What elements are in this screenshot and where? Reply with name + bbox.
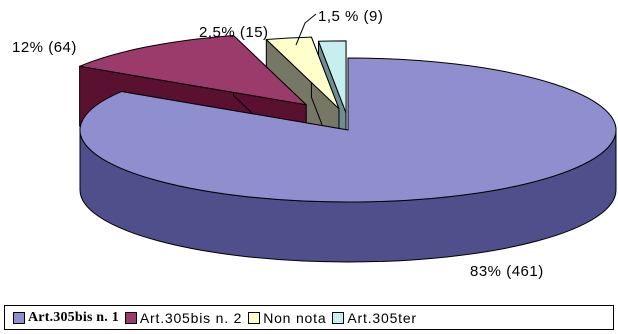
legend-swatch-art305ter bbox=[332, 311, 345, 324]
data-label-non-nota: 2,5% (15) bbox=[199, 24, 269, 41]
data-label-art305bis-n1: 83% (461) bbox=[470, 263, 544, 280]
pie-slice-art305bis-n1 bbox=[79, 57, 617, 263]
slice-top-art305ter bbox=[317, 40, 347, 114]
slice-top-non-nota bbox=[265, 36, 340, 110]
data-label-art305ter: 1,5 % (9) bbox=[318, 8, 383, 25]
legend-item-art305bis-n2: Art.305bis n. 2 bbox=[124, 309, 243, 326]
legend-label-art305ter: Art.305ter bbox=[347, 309, 417, 326]
legend-swatch-art305bis-n2 bbox=[124, 311, 137, 324]
data-label-art305bis-n2: 12% (64) bbox=[12, 39, 77, 56]
pie-chart: 83% (461) 12% (64) 2,5% (15) 1,5 % (9) bbox=[12, 8, 617, 280]
legend-item-art305ter: Art.305ter bbox=[332, 310, 416, 326]
pie-slices bbox=[79, 34, 617, 263]
legend-label-art305bis-n2: Art.305bis n. 2 bbox=[139, 309, 243, 326]
legend-label-art305bis-n1: Art.305bis n. 1 bbox=[28, 309, 119, 325]
slice-top-art305bis-n2 bbox=[79, 34, 307, 106]
legend-swatch-art305bis-n1 bbox=[13, 311, 25, 324]
slice-top-art305bis-n1 bbox=[79, 57, 617, 203]
legend-item-non-nota: Non nota bbox=[248, 310, 326, 326]
legend: Art.305bis n. 1 Art.305bis n. 2 Non nota… bbox=[4, 305, 614, 330]
legend-item-art305bis-n1: Art.305bis n. 1 bbox=[13, 310, 119, 326]
leader-line-art305ter bbox=[295, 13, 317, 46]
legend-label-non-nota: Non nota bbox=[263, 309, 327, 326]
legend-swatch-non-nota bbox=[248, 311, 261, 324]
